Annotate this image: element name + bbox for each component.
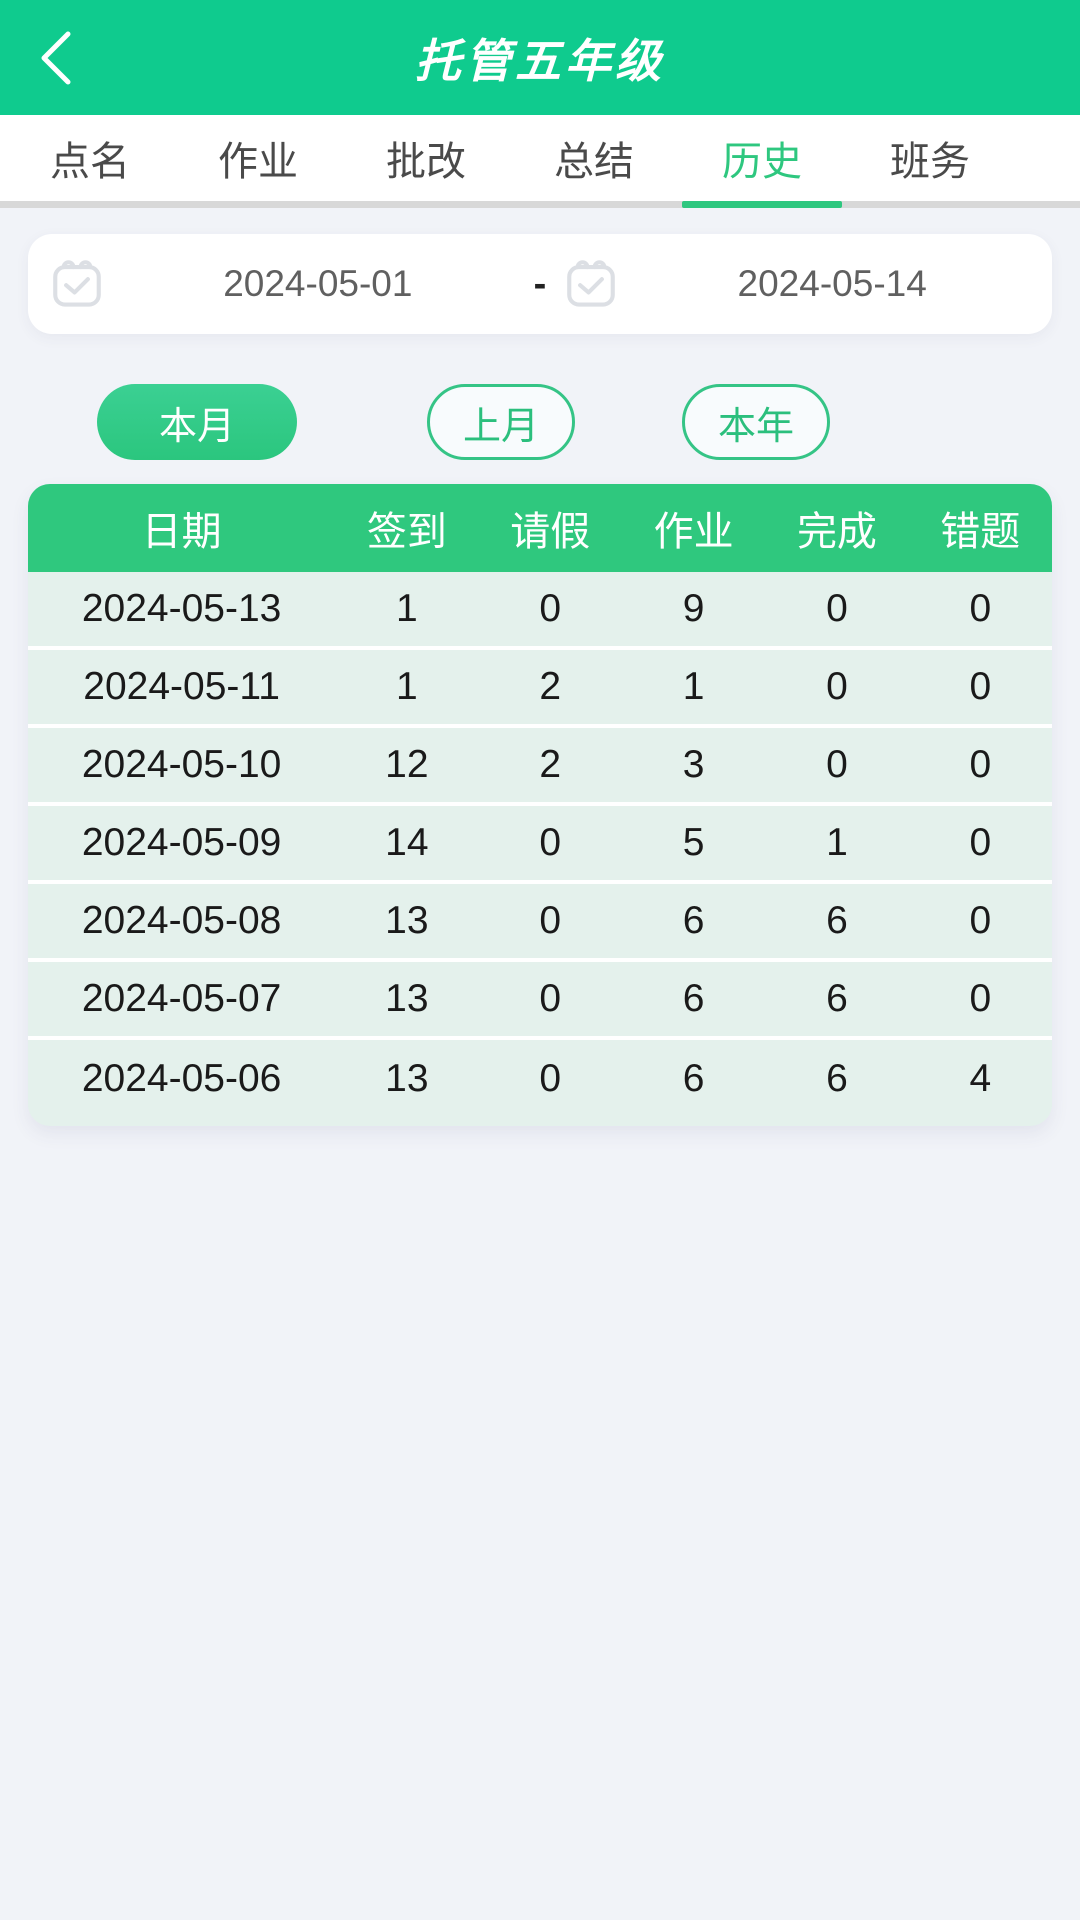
- table-header-row: 日期 签到 请假 作业 完成 错题: [28, 484, 1052, 572]
- table-row: 2024-05-06 13 0 6 6 4: [28, 1040, 1052, 1118]
- cell-signin: 14: [385, 821, 429, 864]
- date-range-picker: 2024-05-01 - 2024-05-14: [28, 234, 1052, 334]
- tab-label: 批改: [386, 140, 466, 184]
- cell-leave: 0: [539, 1057, 562, 1100]
- filter-this-year-button[interactable]: 本年: [682, 384, 830, 460]
- column-header-leave: 请假: [510, 510, 591, 554]
- column-header-date: 日期: [141, 510, 222, 554]
- column-header-homework: 作业: [653, 510, 734, 554]
- cell-signin: 13: [385, 1057, 429, 1100]
- cell-homework: 5: [682, 821, 705, 864]
- cell-leave: 0: [539, 899, 562, 942]
- cell-date: 2024-05-10: [81, 743, 282, 786]
- column-header-signin: 签到: [366, 510, 447, 554]
- cell-signin: 1: [396, 665, 418, 708]
- cell-wrong: 0: [969, 977, 992, 1020]
- cell-wrong: 4: [969, 1057, 992, 1100]
- app-bar: 托管五年级: [0, 0, 1080, 115]
- chevron-left-icon: [41, 31, 71, 84]
- cell-date: 2024-05-06: [81, 1057, 282, 1100]
- history-table: 日期 签到 请假 作业 完成 错题 2024-05-13 1 0 9 0 0 2…: [28, 484, 1052, 1126]
- cell-homework: 6: [682, 899, 705, 942]
- page-title: 托管五年级: [415, 34, 665, 87]
- cell-complete: 6: [826, 977, 848, 1020]
- cell-date: 2024-05-13: [81, 587, 282, 630]
- end-date-field[interactable]: 2024-05-14: [737, 263, 927, 304]
- active-tab-underline: [682, 201, 842, 208]
- cell-leave: 2: [539, 743, 562, 786]
- tab-label: 历史: [722, 140, 802, 184]
- tab-roll-call[interactable]: 点名: [50, 115, 130, 201]
- column-header-wrong: 错题: [940, 510, 1021, 554]
- table-row: 2024-05-09 14 0 5 1 0: [28, 806, 1052, 884]
- calendar-check-icon[interactable]: [48, 255, 106, 313]
- table-row: 2024-05-08 13 0 6 6 0: [28, 884, 1052, 962]
- table-body: 2024-05-13 1 0 9 0 0 2024-05-11 1 2 1 0 …: [28, 572, 1052, 1118]
- cell-homework: 3: [682, 743, 705, 786]
- cell-date: 2024-05-08: [81, 899, 282, 942]
- cell-leave: 0: [539, 587, 562, 630]
- cell-complete: 6: [826, 1057, 848, 1100]
- tab-label: 点名: [50, 140, 130, 184]
- cell-signin: 13: [385, 899, 429, 942]
- cell-leave: 2: [539, 665, 562, 708]
- cell-complete: 0: [826, 665, 848, 708]
- cell-homework: 9: [682, 587, 705, 630]
- cell-wrong: 0: [969, 665, 992, 708]
- cell-complete: 0: [826, 587, 848, 630]
- cell-signin: 13: [385, 977, 429, 1020]
- table-row: 2024-05-07 13 0 6 6 0: [28, 962, 1052, 1040]
- cell-signin: 1: [396, 587, 418, 630]
- calendar-check-icon[interactable]: [562, 255, 620, 313]
- cell-homework: 6: [682, 1057, 705, 1100]
- cell-date: 2024-05-11: [83, 665, 280, 708]
- cell-date: 2024-05-07: [81, 977, 282, 1020]
- table-row: 2024-05-10 12 2 3 0 0: [28, 728, 1052, 806]
- cell-date: 2024-05-09: [81, 821, 282, 864]
- tab-label: 总结: [554, 140, 634, 184]
- table-row: 2024-05-13 1 0 9 0 0: [28, 572, 1052, 650]
- tab-class-affairs[interactable]: 班务: [890, 115, 970, 201]
- tab-history[interactable]: 历史: [682, 115, 842, 208]
- tab-correction[interactable]: 批改: [386, 115, 466, 201]
- table-row: 2024-05-11 1 2 1 0 0: [28, 650, 1052, 728]
- cell-wrong: 0: [969, 587, 992, 630]
- tab-summary[interactable]: 总结: [554, 115, 634, 201]
- cell-leave: 0: [539, 821, 562, 864]
- quick-filters: 本月 上月 本年: [0, 384, 1080, 460]
- tab-homework[interactable]: 作业: [218, 115, 298, 201]
- filter-this-month-button[interactable]: 本月: [97, 384, 297, 460]
- date-range-separator: -: [533, 262, 547, 305]
- filter-last-month-button[interactable]: 上月: [427, 384, 575, 460]
- column-header-complete: 完成: [796, 510, 877, 554]
- back-button[interactable]: [26, 23, 86, 93]
- cell-homework: 1: [682, 665, 705, 708]
- cell-wrong: 0: [969, 899, 992, 942]
- cell-homework: 6: [682, 977, 705, 1020]
- cell-wrong: 0: [969, 821, 992, 864]
- cell-wrong: 0: [969, 743, 992, 786]
- cell-signin: 12: [385, 743, 429, 786]
- cell-leave: 0: [539, 977, 562, 1020]
- cell-complete: 6: [826, 899, 848, 942]
- start-date-field[interactable]: 2024-05-01: [223, 263, 413, 304]
- tab-label: 作业: [218, 140, 298, 184]
- tab-bar: 点名 作业 批改 总结 历史 班务: [0, 115, 1080, 208]
- cell-complete: 1: [826, 821, 848, 864]
- cell-complete: 0: [826, 743, 848, 786]
- tab-label: 班务: [890, 140, 970, 184]
